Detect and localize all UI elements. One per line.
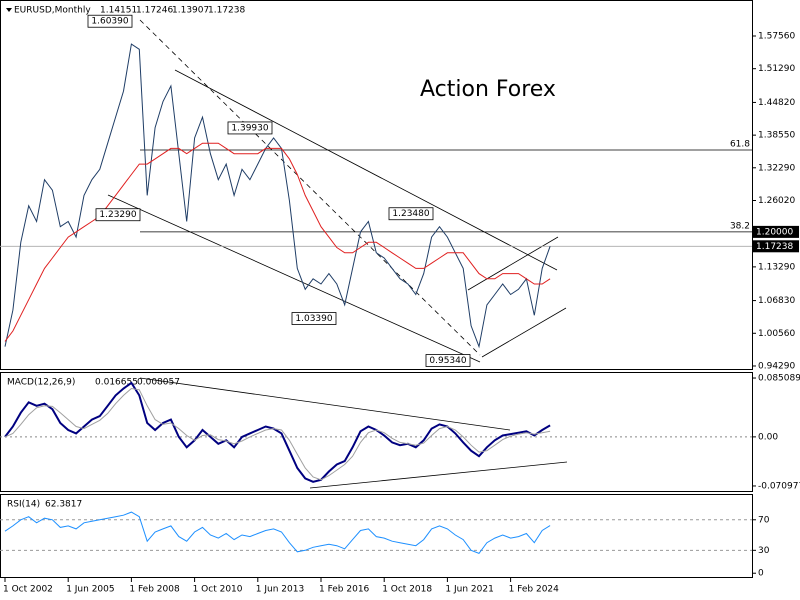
annotation-label: 1.23290 (99, 210, 136, 220)
trendline (467, 236, 559, 291)
trendline (139, 377, 511, 431)
y-tick-label: 1.44820 (758, 98, 795, 108)
readout-value: 1.13907 (172, 6, 209, 16)
y-tick-label: 1.51290 (758, 64, 795, 74)
x-tick-label: 1 Jun 2005 (66, 585, 114, 595)
panel-title: MACD(12,26,9) (7, 378, 75, 388)
annotation-box (425, 354, 471, 367)
x-tick-label: 1 Jun 2021 (445, 585, 493, 595)
annotation-label: 1.23480 (392, 209, 429, 219)
trendline (309, 461, 568, 489)
price-tag-box (753, 225, 799, 238)
readout-value: 1.14151 (100, 6, 137, 16)
annotation-box (388, 207, 434, 221)
annotation-label: 1.60390 (91, 17, 128, 27)
y-tick-label: 1.38550 (758, 131, 795, 141)
x-tick-label: 1 Feb 2024 (509, 585, 560, 595)
menu-arrow (6, 8, 12, 12)
panel-title: RSI(14) (7, 500, 40, 510)
annotation-box (291, 312, 337, 325)
y-tick-label: 0.00 (758, 432, 778, 442)
trendlines (107, 19, 568, 489)
y-tick-label: 1.57560 (758, 31, 795, 41)
series-line (4, 381, 551, 483)
trendline (107, 194, 481, 363)
y-tick-label: 0.085089 (758, 374, 800, 384)
trendline (174, 69, 558, 271)
readout-value: 0.016655 (95, 378, 138, 388)
x-tick-label: 1 Feb 2008 (129, 585, 180, 595)
trendline (139, 19, 481, 356)
readout-value: 0.008057 (137, 378, 180, 388)
y-tick-label: 1.06830 (758, 296, 795, 306)
series-line (4, 142, 551, 342)
panel-frame (0, 494, 753, 578)
y-tick-label: 70 (758, 515, 770, 525)
annotation-box (87, 14, 133, 28)
y-tick-label: 1.32290 (758, 163, 795, 173)
price-tag: 1.20000 (753, 225, 799, 238)
y-tick-label: 30 (758, 546, 770, 556)
panel-title: EURUSD,Monthly (14, 6, 91, 16)
trendline (481, 307, 567, 358)
level-label: 38.2 (730, 221, 750, 231)
annotation-box (95, 208, 141, 222)
annotation-label: 0.95340 (429, 356, 466, 366)
annotation-label: 1.39930 (231, 123, 268, 133)
price-tag-label: 1.17238 (756, 242, 793, 252)
y-tick-label: -0.070977 (758, 481, 800, 491)
y-tick-label: 0 (758, 569, 764, 579)
panel-frame (0, 0, 753, 370)
x-tick-label: 1 Feb 2016 (319, 585, 370, 595)
y-tick-label: 1.00560 (758, 329, 795, 339)
panel-frame (0, 372, 753, 492)
readout-value: 62.3817 (45, 500, 82, 510)
series-line (4, 43, 551, 349)
readout-value: 1.17238 (208, 6, 245, 16)
x-tick-label: 1 Oct 2018 (382, 585, 432, 595)
x-tick-label: 1 Oct 2010 (193, 585, 243, 595)
price-tag-label: 1.20000 (756, 227, 793, 237)
annotation-box (227, 121, 273, 135)
y-tick-label: 1.26020 (758, 196, 795, 206)
x-tick-label: 1 Oct 2002 (3, 585, 53, 595)
price-tag: 1.17238 (753, 240, 799, 253)
price-tag-box (753, 240, 799, 253)
series-line (4, 511, 551, 555)
level-label: 61.8 (730, 140, 750, 150)
x-tick-label: 1 Jun 2013 (256, 585, 304, 595)
y-tick-label: 0.94290 (758, 361, 795, 371)
annotation-label: 1.03390 (295, 314, 332, 324)
readout-value: 1.17246 (136, 6, 173, 16)
series-line (4, 387, 551, 481)
watermark: Action Forex (420, 77, 556, 102)
y-tick-label: 1.13290 (758, 262, 795, 272)
